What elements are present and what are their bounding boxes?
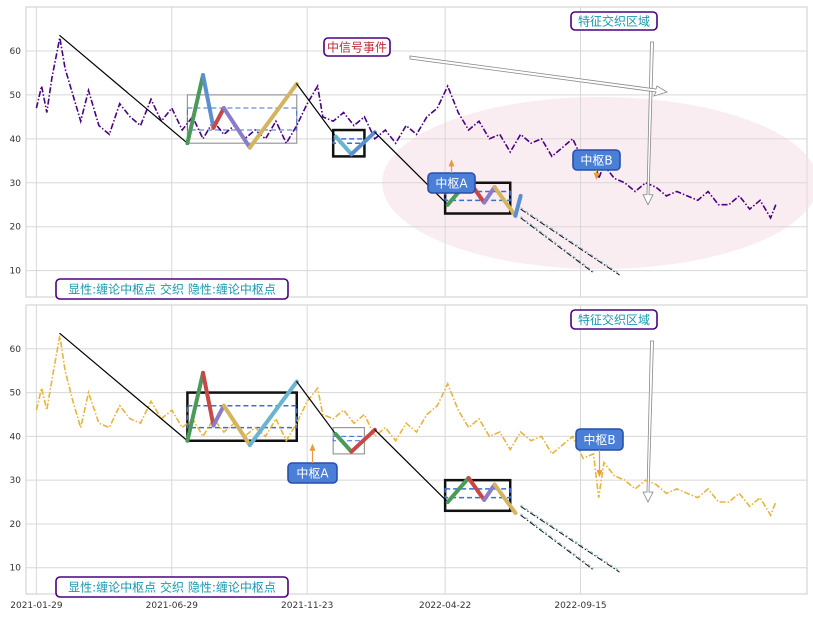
bi-stroke [59,34,189,144]
zhongshu-inner [186,404,298,429]
bi-stroke [211,403,226,428]
bi-stroke [221,106,252,150]
bi-stroke [349,130,377,157]
bi-stroke [333,134,354,157]
bi-stroke [201,370,216,428]
zhongshu-box [443,181,512,215]
zhongshu-inner [186,107,298,131]
signal-label-bg [323,37,391,57]
arrow-b-head [593,172,600,180]
projection-line [520,208,620,276]
zhongshu-a-label: 中枢A [435,176,468,191]
bi-stroke [492,185,518,218]
x-tick-label: 2021-06-29 [146,601,199,611]
bi-stroke [482,185,497,205]
bi-stroke [185,370,206,443]
y-tick-label: 20 [10,520,22,530]
region-arrow [642,340,654,503]
bi-stroke [349,427,377,454]
region-label-bg [570,309,658,330]
arrow-a-head [448,159,455,167]
projection-line [520,506,620,573]
plot-area [25,304,808,595]
bi-stroke [247,81,299,150]
bi-stroke [296,381,337,435]
y-tick-label: 50 [10,389,22,399]
zhongshu-box [443,478,512,513]
legend-label-bg [55,278,289,300]
bi-stroke [59,332,189,442]
projection-shadow [520,207,620,274]
y-tick-label: 10 [10,564,22,574]
y-tick-label: 30 [10,179,22,189]
bi-stroke [247,379,299,448]
x-tick-label: 2021-11-23 [281,601,333,611]
bi-stroke [374,429,449,503]
y-tick-label: 50 [10,91,22,101]
arrow-a-head [309,443,316,451]
signal-label: 中信号事件 [327,40,387,55]
x-tick-label: 2022-04-22 [419,601,471,611]
bi-stroke [445,475,471,505]
signal-arrow [409,55,668,97]
y-tick-label: 30 [10,476,22,486]
y-tick-label: 60 [10,47,22,57]
y-tick-label: 10 [10,267,22,277]
y-tick-label: 40 [10,135,22,145]
region-label-bg [570,11,658,31]
bi-stroke [185,73,206,146]
y-tick-label: 60 [10,345,22,355]
bi-stroke [333,432,354,454]
legend-label: 显性:缠论中枢点 交织 隐性:缠论中枢点 [68,580,276,595]
bi-stroke [221,403,252,448]
zhongshu-b-label: 中枢B [583,432,615,447]
bi-stroke [296,83,337,138]
arrow-b-head [596,470,603,478]
bi-stroke [513,193,523,218]
bi-stroke [482,482,497,502]
y-tick-label: 40 [10,432,22,442]
panel-bottom: 10 20 30 40 50 60 2021-01-29 2021-06-29 2021-11-… [10,304,808,611]
bi-stroke [492,482,518,515]
bi-stroke [201,73,216,130]
legend-label: 显性:缠论中枢点 交织 隐性:缠论中枢点 [68,282,276,297]
legend-label-bg [55,576,289,598]
zhongshu-a-label: 中枢A [296,466,329,481]
projection-line [520,217,594,274]
bi-stroke [211,106,226,130]
region-arrow [642,41,654,206]
region-label: 特征交织区域 [578,14,650,29]
x-tick-label: 2021-01-29 [10,601,63,611]
bi-stroke [466,475,487,502]
zhongshu-b-label: 中枢B [580,153,612,168]
y-tick-label: 20 [10,223,22,233]
projection-shadow [520,504,620,571]
region-label: 特征交织区域 [578,312,650,327]
projection-line [520,514,594,571]
x-tick-label: 2022-09-15 [554,601,606,611]
